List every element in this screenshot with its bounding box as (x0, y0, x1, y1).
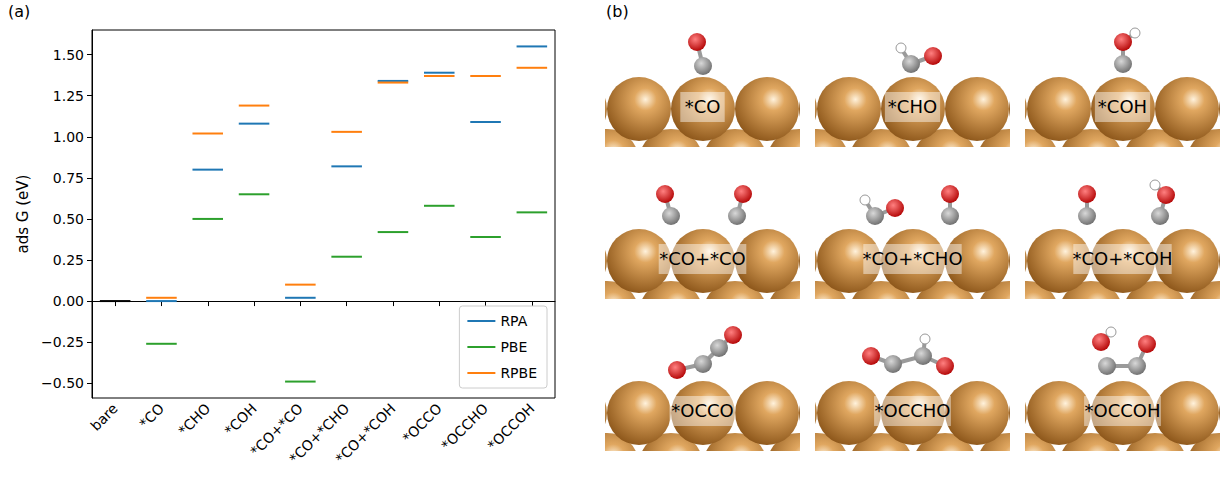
svg-text:0.25: 0.25 (53, 252, 84, 268)
svg-text:*CO+*CO: *CO+*CO (659, 248, 746, 269)
svg-text:*OCCO: *OCCO (671, 400, 733, 421)
svg-text:*COH: *COH (221, 400, 259, 438)
svg-text:*CHO: *CHO (175, 400, 213, 438)
svg-text:RPA: RPA (500, 313, 527, 329)
svg-text:1.00: 1.00 (53, 129, 84, 145)
svg-text:1.25: 1.25 (53, 88, 84, 104)
svg-text:−0.25: −0.25 (41, 334, 84, 350)
svg-text:*CO+*COH: *CO+*COH (332, 400, 398, 466)
svg-text:*CHO: *CHO (888, 96, 937, 117)
svg-text:*OCCOH: *OCCOH (484, 400, 537, 453)
svg-text:*CO+*CO: *CO+*CO (247, 400, 306, 460)
svg-text:ads G (eV): ads G (eV) (14, 175, 32, 254)
svg-text:1.50: 1.50 (53, 47, 84, 63)
svg-text:*CO+*CHO: *CO+*CHO (286, 400, 353, 467)
svg-text:PBE: PBE (500, 339, 527, 355)
svg-text:*COH: *COH (1098, 96, 1147, 117)
html-text:(a): (a) (8, 2, 31, 21)
svg-text:*CO: *CO (136, 400, 167, 431)
svg-text:*CO: *CO (685, 96, 721, 117)
svg-text:*OCCO: *OCCO (399, 400, 445, 446)
svg-text:*OCCHO: *OCCHO (874, 400, 950, 421)
svg-text:0.75: 0.75 (53, 170, 84, 186)
svg-text:*CO+*COH: *CO+*COH (1072, 248, 1172, 269)
html-text:(b): (b) (606, 2, 629, 21)
svg-text:0.00: 0.00 (53, 293, 84, 309)
svg-text:*OCCHO: *OCCHO (438, 400, 491, 453)
svg-text:*CO+*CHO: *CO+*CHO (862, 248, 962, 269)
svg-text:bare: bare (87, 400, 121, 434)
svg-text:*OCCOH: *OCCOH (1084, 400, 1160, 421)
svg-text:−0.50: −0.50 (41, 375, 84, 391)
svg-text:RPBE: RPBE (500, 365, 537, 381)
svg-text:0.50: 0.50 (53, 211, 84, 227)
